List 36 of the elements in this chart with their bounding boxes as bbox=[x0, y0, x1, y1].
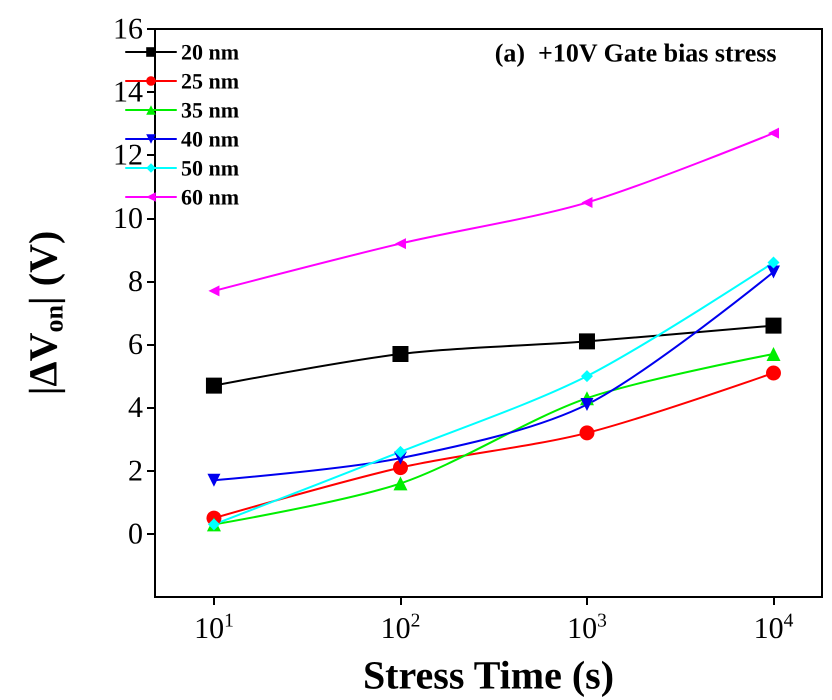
legend-label: 50 nm bbox=[181, 156, 240, 180]
y-tick-label: 12 bbox=[113, 138, 143, 172]
point bbox=[207, 474, 220, 487]
point bbox=[392, 346, 408, 362]
point bbox=[394, 446, 406, 458]
legend-label: 35 nm bbox=[181, 98, 240, 122]
point bbox=[768, 128, 779, 139]
y-tick-label: 16 bbox=[113, 12, 143, 46]
point bbox=[579, 425, 594, 440]
point bbox=[766, 365, 781, 380]
point bbox=[206, 378, 222, 394]
point bbox=[765, 318, 782, 334]
point bbox=[208, 285, 220, 296]
y-tick-label: 4 bbox=[128, 391, 143, 424]
point bbox=[578, 333, 595, 350]
legend-label: 60 nm bbox=[181, 184, 240, 210]
y-tick-label: 8 bbox=[128, 264, 143, 298]
y-tick-label: 10 bbox=[113, 202, 143, 235]
y-tick-label: 0 bbox=[128, 517, 143, 550]
legend-label: 25 nm bbox=[181, 68, 240, 94]
point bbox=[766, 347, 780, 362]
point bbox=[580, 398, 594, 412]
legend-label: 20 nm bbox=[181, 40, 240, 64]
x-axis-title: Stress Time (s) bbox=[362, 652, 614, 698]
point bbox=[580, 370, 593, 382]
y-tick-label: 2 bbox=[128, 454, 143, 488]
point bbox=[394, 238, 406, 250]
annotation: (a) +10V Gate bias stress bbox=[494, 38, 777, 68]
point bbox=[392, 460, 408, 476]
legend-label: 40 nm bbox=[181, 126, 240, 152]
point bbox=[393, 476, 408, 490]
point bbox=[767, 256, 780, 269]
y-axis-title: |ΔVon| (V) bbox=[20, 230, 68, 396]
point bbox=[581, 197, 592, 208]
y-tick-label: 6 bbox=[128, 328, 143, 362]
y-tick-label: 14 bbox=[113, 76, 143, 109]
